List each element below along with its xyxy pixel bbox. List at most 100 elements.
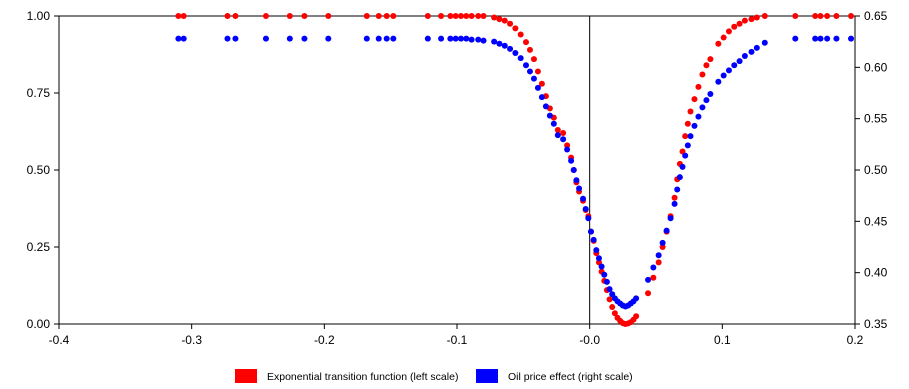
data-point <box>468 36 475 43</box>
x-tick-label: -0.1 <box>447 333 468 347</box>
data-point <box>833 13 840 19</box>
right-y-tick-label: 0.35 <box>864 317 888 331</box>
data-point <box>496 40 503 47</box>
data-point <box>463 35 470 42</box>
data-point <box>833 35 840 42</box>
left-y-tick-label: 0.50 <box>27 163 51 177</box>
data-point <box>507 45 514 52</box>
data-point <box>761 13 768 19</box>
data-point <box>676 174 683 181</box>
data-point <box>262 35 269 42</box>
data-point <box>526 68 533 75</box>
data-point <box>507 20 514 27</box>
x-tick-label: -0.4 <box>49 333 70 347</box>
data-point <box>687 108 694 115</box>
data-point <box>650 264 657 271</box>
data-point <box>517 31 524 38</box>
data-point <box>286 13 293 19</box>
data-point <box>517 55 524 62</box>
data-point <box>812 35 819 42</box>
data-point <box>595 255 602 262</box>
data-point <box>438 13 445 19</box>
data-point <box>824 13 831 19</box>
data-point <box>457 13 464 19</box>
data-point <box>703 97 710 104</box>
right-y-tick-label: 0.55 <box>864 112 888 126</box>
data-point <box>682 133 689 140</box>
left-y-axis: 0.00 0.25 0.50 0.75 1.00 <box>27 9 59 331</box>
data-point <box>741 17 748 24</box>
data-point <box>438 35 445 42</box>
data-point <box>570 167 577 173</box>
data-point <box>699 71 706 78</box>
data-point <box>491 14 498 21</box>
data-point <box>587 228 594 235</box>
data-point <box>736 58 743 65</box>
data-point <box>720 34 727 41</box>
data-point <box>390 13 397 19</box>
data-point <box>753 14 760 21</box>
data-point <box>424 35 431 42</box>
data-point <box>684 120 691 127</box>
data-point <box>452 13 459 19</box>
data-point <box>663 227 670 234</box>
data-point <box>659 239 666 246</box>
data-point <box>598 263 605 270</box>
data-point <box>703 62 710 69</box>
data-point <box>817 35 824 42</box>
data-point <box>175 13 182 19</box>
data-point <box>585 215 592 222</box>
data-point <box>175 35 182 42</box>
data-point <box>447 13 454 19</box>
data-point <box>848 35 855 42</box>
plot-frame <box>58 15 856 325</box>
data-point <box>468 13 475 19</box>
data-point <box>684 142 691 149</box>
data-point <box>633 295 640 302</box>
data-point <box>659 244 666 250</box>
data-point <box>611 310 618 317</box>
data-point <box>375 35 382 42</box>
x-tick-label: 0.2 <box>847 333 864 347</box>
data-point <box>582 206 589 213</box>
legend-label: Oil price effect (right scale) <box>508 371 633 383</box>
data-point <box>546 112 553 119</box>
data-point <box>650 274 657 281</box>
x-tick-label: -0.0 <box>579 333 600 347</box>
data-point <box>564 146 571 153</box>
data-point <box>463 13 470 19</box>
data-point <box>301 13 308 19</box>
right-y-tick-label: 0.60 <box>864 60 888 74</box>
data-point <box>538 94 545 101</box>
data-point <box>606 296 613 303</box>
data-point <box>475 36 482 43</box>
right-y-axis: 0.35 0.40 0.45 0.50 0.55 0.60 0.65 <box>855 9 888 331</box>
series-exponential-transition <box>175 13 855 327</box>
data-point <box>671 200 678 207</box>
data-point <box>824 35 831 42</box>
data-point <box>580 195 587 202</box>
data-point <box>725 28 732 35</box>
data-point <box>390 35 397 42</box>
data-point <box>671 194 678 201</box>
left-y-tick-label: 1.00 <box>27 9 51 23</box>
data-point <box>457 35 464 42</box>
legend-swatch <box>235 369 257 383</box>
data-point <box>564 142 571 149</box>
left-y-tick-label: 0.75 <box>27 86 51 100</box>
data-point <box>180 35 187 42</box>
data-point <box>501 42 508 49</box>
data-point <box>522 62 529 69</box>
x-tick-label: 0.1 <box>714 333 731 347</box>
data-point <box>731 62 738 69</box>
data-point <box>741 53 748 60</box>
data-point <box>534 84 541 91</box>
data-point <box>691 96 698 103</box>
data-point <box>501 17 508 24</box>
data-point <box>601 271 608 278</box>
data-point <box>682 152 689 159</box>
data-point <box>792 35 799 42</box>
data-point <box>301 35 308 42</box>
x-tick-label: -0.3 <box>181 333 202 347</box>
data-point <box>224 13 231 19</box>
